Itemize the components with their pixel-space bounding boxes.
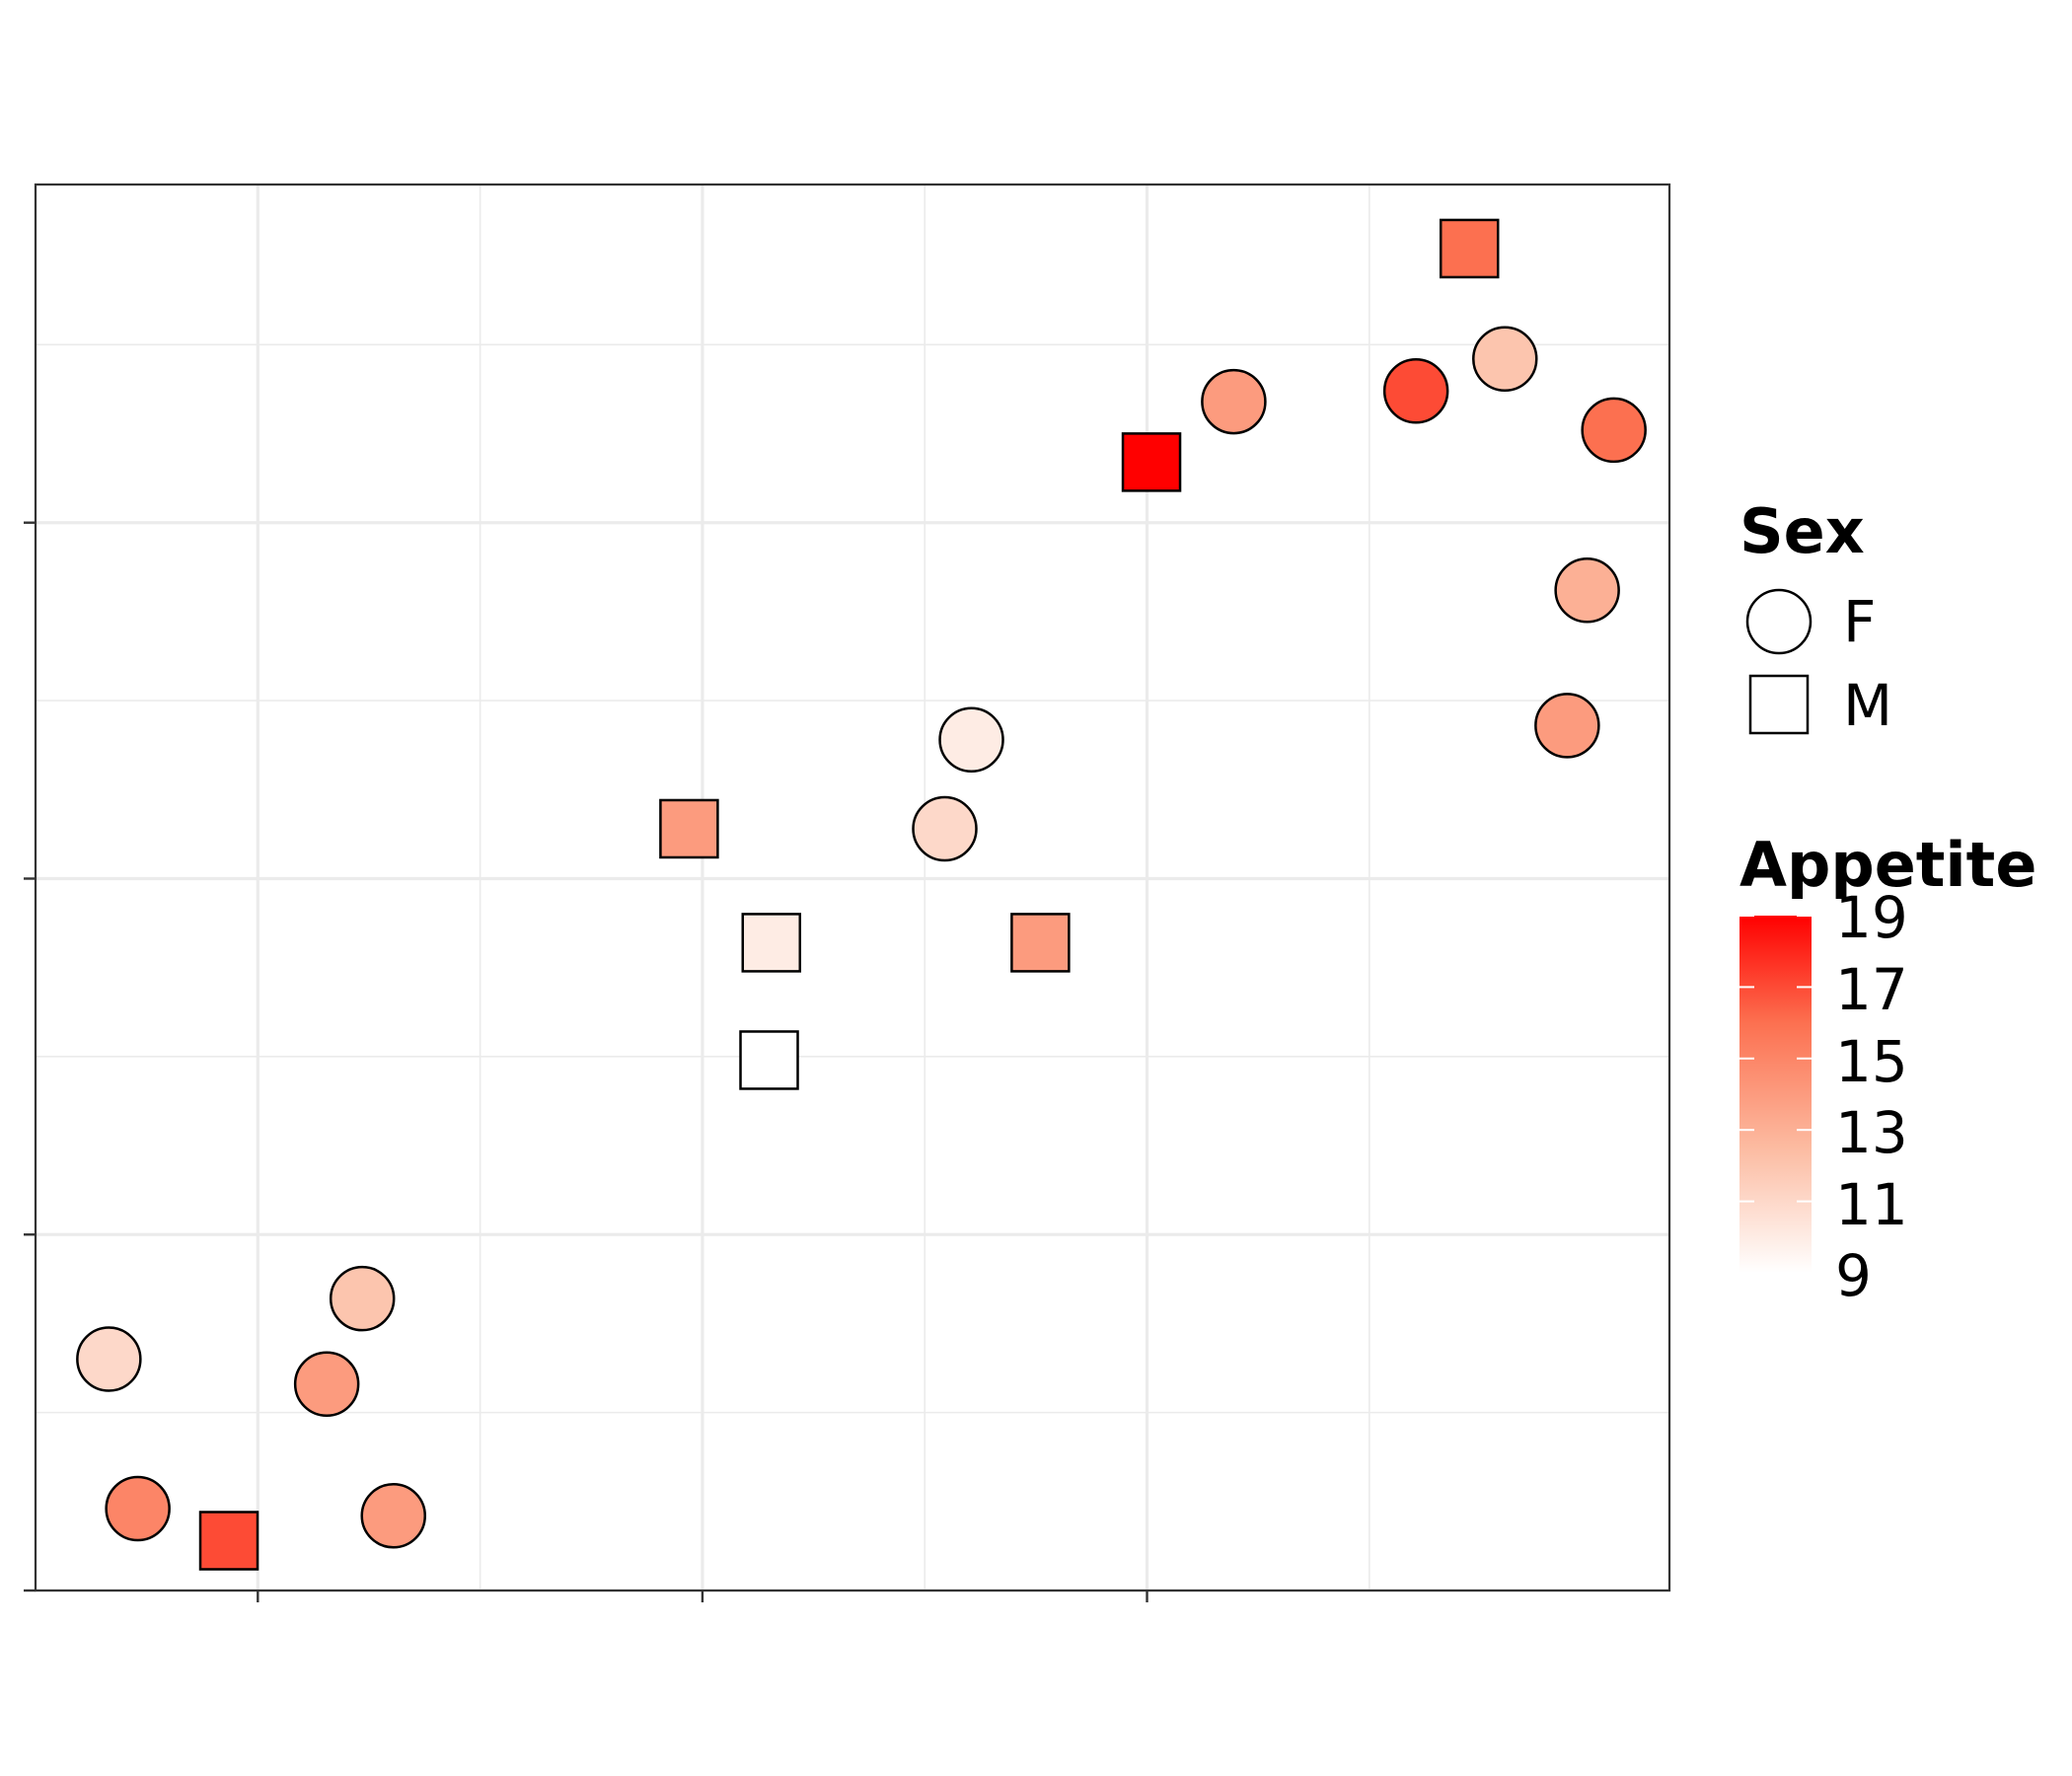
legend-circle-symbol [1745,588,1813,655]
sex-legend: Sex F M [1739,495,1892,739]
colorbar-label-19: 19 [1835,884,1908,951]
appetite-legend: Appetite 19 17 15 13 11 9 [1739,829,2036,1309]
data-point-square-12 [1010,913,1071,973]
legend-square-symbol [1748,674,1810,735]
data-point-circle-17 [1472,326,1538,393]
colorbar-label-9: 9 [1835,1242,1872,1309]
data-point-square-7 [659,798,719,859]
colorbar-label-11: 11 [1835,1171,1908,1238]
data-point-circle-5 [329,1265,396,1332]
plot-panel [36,185,1669,1591]
data-point-square-8 [741,913,802,973]
appetite-colorbar [1739,916,1812,1273]
data-point-circle-15 [1382,357,1449,424]
appetite-legend-title: Appetite [1739,829,2036,901]
data-point-square-13 [1121,432,1182,492]
colorbar-label-17: 17 [1835,956,1908,1023]
colorbar-label-15: 15 [1835,1028,1908,1095]
data-point-circle-20 [1534,693,1600,759]
data-point-circle-11 [938,706,1004,774]
data-point-square-16 [1439,218,1500,279]
plot-panel-border [34,183,1671,1592]
legend-label-m: M [1843,672,1892,739]
data-point-circle-1 [76,1326,142,1392]
data-points [76,218,1647,1571]
axis-ticks [24,521,1148,1602]
sex-legend-title: Sex [1739,495,1865,567]
data-point-circle-18 [1581,397,1647,464]
colorbar-label-13: 13 [1835,1099,1908,1166]
colorbar-ticks [1739,915,1812,1274]
data-point-circle-19 [1554,557,1620,624]
data-point-circle-6 [360,1482,426,1549]
data-point-square-3 [198,1511,259,1571]
data-point-circle-10 [912,795,978,862]
data-point-circle-2 [105,1475,171,1542]
data-point-square-9 [739,1030,799,1090]
data-point-circle-14 [1201,368,1267,435]
data-point-circle-4 [293,1351,360,1418]
legend-label-f: F [1843,588,1876,655]
